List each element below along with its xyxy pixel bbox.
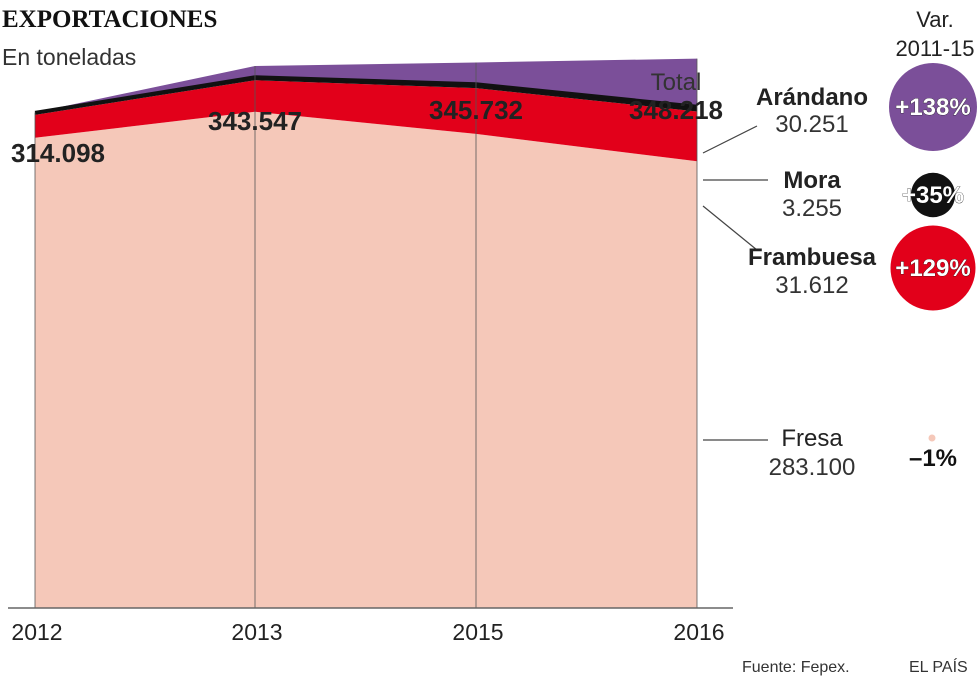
variation-header-line1: Var. xyxy=(916,7,954,32)
total-caption: Total xyxy=(651,69,702,96)
variation-badges: –1% +129% +35% +138% xyxy=(889,63,977,472)
legend-value-mora: 3.255 xyxy=(782,195,842,222)
line-mora-top xyxy=(34,75,698,114)
area-arandano xyxy=(35,58,697,113)
chart-title: EXPORTACIONES xyxy=(2,6,217,33)
area-frambuesa xyxy=(35,80,697,162)
leader-line-frambuesa xyxy=(702,205,758,251)
legend-name-frambuesa: Frambuesa xyxy=(748,244,877,271)
variation-label-mora: +35% xyxy=(902,182,964,209)
variation-circle-frambuesa xyxy=(890,225,976,311)
stacked-areas xyxy=(34,58,698,609)
variation-header-line2: 2011-15 xyxy=(895,36,974,61)
legend-value-fresa: 283.100 xyxy=(769,454,856,481)
total-value-2015: 345.732 xyxy=(429,95,523,125)
variation-label-frambuesa: +129% xyxy=(895,255,970,282)
leader-line-arandano xyxy=(702,125,758,154)
x-tick-2012: 2012 xyxy=(11,619,62,645)
x-tick-labels: 2012 2013 2015 2016 xyxy=(11,619,724,645)
variation-label-fresa: –1% xyxy=(909,445,957,472)
variation-circle-arandano xyxy=(889,63,977,151)
chart-subtitle: En toneladas xyxy=(2,44,136,70)
source-note: Fuente: Fepex. xyxy=(742,659,850,676)
total-labels: 314.098 343.547 345.732 348.218 xyxy=(11,95,723,168)
legend-name-fresa: Fresa xyxy=(781,425,843,452)
total-value-2013: 343.547 xyxy=(208,106,302,136)
credit-note: EL PAÍS xyxy=(909,657,968,676)
total-value-2012: 314.098 xyxy=(11,138,105,168)
x-tick-2013: 2013 xyxy=(231,619,282,645)
variation-circle-fresa xyxy=(928,434,936,442)
area-fresa xyxy=(35,111,697,609)
legend-value-arandano: 30.251 xyxy=(775,111,848,138)
x-tick-2016: 2016 xyxy=(673,619,724,645)
legend-value-frambuesa: 31.612 xyxy=(775,272,848,299)
legend-name-arandano: Arándano xyxy=(756,84,868,111)
total-value-2016: 348.218 xyxy=(629,95,723,125)
variation-circle-mora xyxy=(910,172,956,218)
variation-label-arandano: +138% xyxy=(895,94,970,121)
year-gridlines xyxy=(34,58,698,608)
x-tick-2015: 2015 xyxy=(452,619,503,645)
legend-name-mora: Mora xyxy=(783,167,841,194)
